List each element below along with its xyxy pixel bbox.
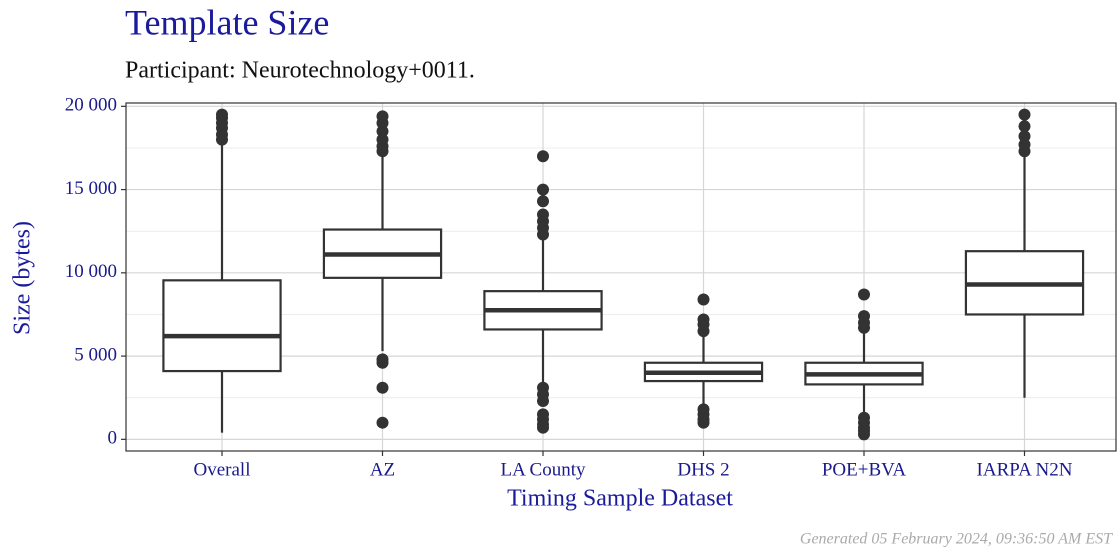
outlier: [376, 133, 389, 146]
outlier: [537, 183, 549, 196]
plot-border: [125, 102, 1117, 452]
outlier: [537, 208, 549, 221]
outlier: [537, 195, 549, 208]
outlier: [376, 381, 389, 394]
outlier: [537, 421, 549, 434]
y-tick-label: 5 000: [74, 344, 117, 365]
outlier: [858, 288, 870, 301]
y-tick-label: 10 000: [65, 261, 117, 282]
y-tick-label: 15 000: [65, 178, 117, 199]
outlier: [1018, 108, 1031, 121]
outlier: [376, 110, 389, 123]
outlier: [697, 313, 710, 326]
outlier: [376, 356, 389, 369]
outlier: [697, 416, 710, 429]
outlier: [858, 310, 870, 323]
x-tick-label: AZ: [370, 459, 395, 480]
box: [162, 279, 282, 373]
x-axis-title: Timing Sample Dataset: [507, 486, 733, 512]
outlier: [376, 416, 389, 429]
outlier: [1018, 130, 1031, 143]
footer: Generated 05 February 2024, 09:36:50 AM …: [800, 531, 1113, 548]
outlier: [537, 395, 549, 408]
outlier: [376, 125, 389, 138]
y-tick-label: 0: [108, 428, 118, 449]
x-tick-label: IARPA N2N: [977, 459, 1073, 480]
x-tick-label: DHS 2: [677, 459, 729, 480]
outlier: [858, 428, 870, 441]
y-tick-label: 20 000: [65, 95, 117, 116]
y-axis-title: Size (bytes): [10, 221, 36, 335]
x-tick-label: LA County: [501, 459, 586, 480]
x-tick-label: Overall: [194, 459, 251, 480]
chart-subtitle: Participant: Neurotechnology+0011.: [125, 58, 475, 84]
outlier: [697, 293, 710, 306]
outlier: [537, 150, 549, 163]
outlier: [1018, 120, 1031, 133]
outlier: [1018, 138, 1031, 151]
outlier: [216, 108, 228, 121]
x-tick-label: POE+BVA: [822, 459, 907, 480]
chart-title: Template Size: [125, 2, 329, 42]
